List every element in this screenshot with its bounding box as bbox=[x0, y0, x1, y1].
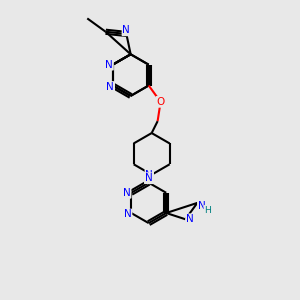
Text: O: O bbox=[157, 97, 165, 107]
Text: N: N bbox=[123, 188, 130, 198]
Text: N: N bbox=[122, 26, 130, 35]
Text: N: N bbox=[106, 82, 114, 92]
Text: N: N bbox=[105, 60, 113, 70]
Text: N: N bbox=[145, 173, 153, 183]
Text: H: H bbox=[204, 206, 211, 215]
Text: N: N bbox=[146, 170, 153, 180]
Text: N: N bbox=[198, 201, 206, 211]
Text: N: N bbox=[186, 214, 194, 224]
Text: N: N bbox=[124, 209, 131, 220]
